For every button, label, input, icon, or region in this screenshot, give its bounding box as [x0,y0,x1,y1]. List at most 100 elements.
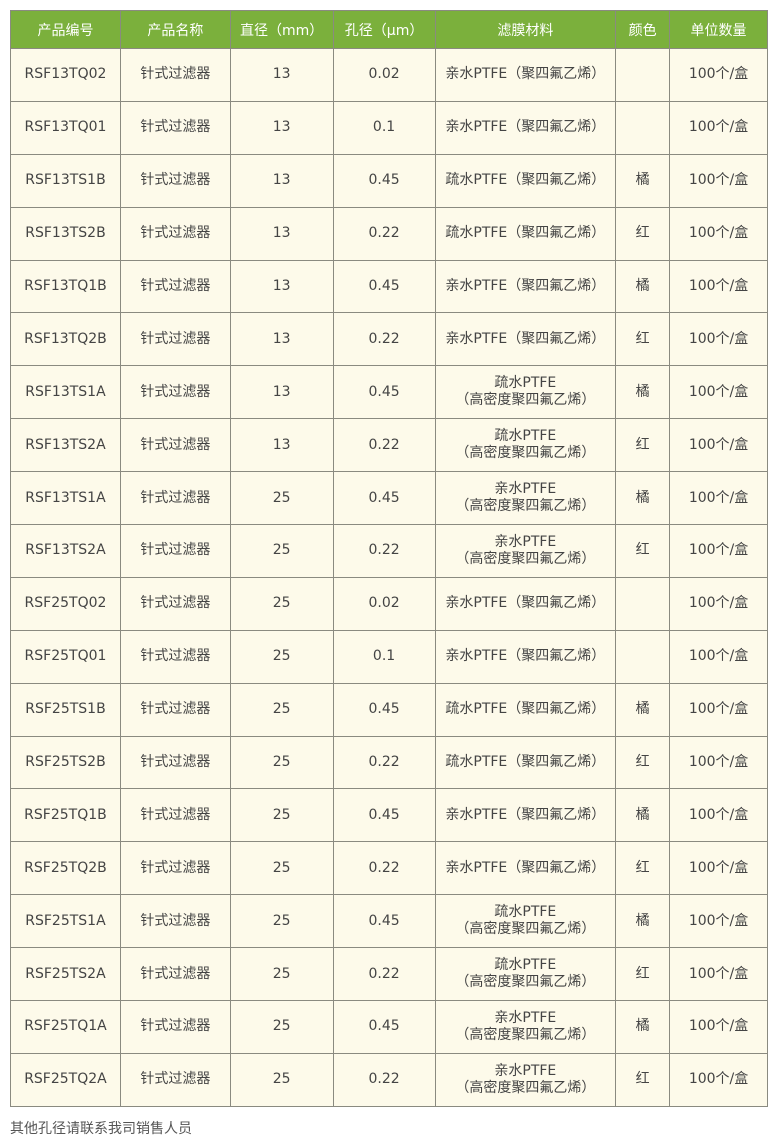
cell-pore-size: 0.02 [332,576,436,631]
cell-unit-quantity: 100个/盒 [669,576,768,631]
table-row: RSF25TQ1B 针式过滤器 25 0.45 亲水PTFE（聚四氟乙烯）橘 100个/盒 [10,788,768,843]
cell-unit-quantity: 100个/盒 [669,471,768,526]
cell-product-code: RSF25TS2B [10,735,121,790]
cell-pore-size: 0.45 [332,1000,436,1054]
cell-color: 红 [615,312,671,367]
table-row: RSF13TQ02 针式过滤器 13 0.02 亲水PTFE（聚四氟乙烯） 100个/盒 [10,48,768,102]
cell-color: 橘 [615,788,671,843]
cell-product-name: 针式过滤器 [119,365,231,420]
cell-membrane-material: 亲水PTFE（聚四氟乙烯） [434,576,617,631]
cell-membrane-material: 疏水PTFE（聚四氟乙烯） [434,682,617,737]
cell-product-code: RSF25TQ2A [10,1052,121,1107]
cell-unit-quantity: 100个/盒 [669,312,768,367]
cell-color: 橘 [615,894,671,949]
cell-color: 红 [615,418,671,473]
cell-diameter: 25 [229,735,334,790]
table-row: RSF13TS2B 针式过滤器 13 0.22 疏水PTFE（聚四氟乙烯）红 100个/盒 [10,206,768,261]
cell-product-name: 针式过滤器 [119,471,231,526]
cell-color: 红 [615,735,671,790]
cell-unit-quantity: 100个/盒 [669,1052,768,1107]
cell-diameter: 13 [229,153,334,208]
cell-product-code: RSF25TQ1B [10,788,121,843]
header-diameter: 直径（mm） [229,10,334,49]
cell-product-code: RSF25TS1A [10,894,121,949]
cell-membrane-material: 疏水PTFE（聚四氟乙烯） [434,153,617,208]
cell-color: 橘 [615,259,671,314]
cell-unit-quantity: 100个/盒 [669,100,768,155]
cell-product-name: 针式过滤器 [119,206,231,261]
cell-product-name: 针式过滤器 [119,48,231,102]
cell-membrane-material: 疏水PTFE （高密度聚四氟乙烯） [434,365,617,420]
cell-membrane-material: 亲水PTFE（聚四氟乙烯） [434,629,617,684]
cell-unit-quantity: 100个/盒 [669,788,768,843]
cell-product-code: RSF25TQ02 [10,576,121,631]
cell-product-name: 针式过滤器 [119,153,231,208]
cell-product-code: RSF13TQ01 [10,100,121,155]
cell-product-name: 针式过滤器 [119,629,231,684]
cell-product-code: RSF25TQ1A [10,1000,121,1054]
cell-product-name: 针式过滤器 [119,576,231,631]
cell-pore-size: 0.22 [332,418,436,473]
cell-unit-quantity: 100个/盒 [669,629,768,684]
cell-membrane-material: 亲水PTFE （高密度聚四氟乙烯） [434,524,617,578]
header-product-code: 产品编号 [10,10,121,49]
cell-unit-quantity: 100个/盒 [669,947,768,1002]
cell-color: 红 [615,524,671,578]
cell-pore-size: 0.45 [332,788,436,843]
table-row: RSF25TS2A 针式过滤器 25 0.22 疏水PTFE （高密度聚四氟乙烯）红 10… [10,947,768,1002]
table-header-row: 产品编号 产品名称 直径（mm） 孔径（μm） 滤膜材料 颜色 单位数量 [10,10,768,49]
header-color: 颜色 [615,10,671,49]
cell-product-code: RSF25TS2A [10,947,121,1002]
cell-membrane-material: 亲水PTFE （高密度聚四氟乙烯） [434,1000,617,1054]
cell-product-code: RSF25TQ2B [10,841,121,896]
cell-product-code: RSF13TQ02 [10,48,121,102]
cell-pore-size: 0.1 [332,100,436,155]
cell-product-code: RSF13TQ1B [10,259,121,314]
cell-diameter: 25 [229,788,334,843]
cell-color [615,100,671,155]
cell-product-name: 针式过滤器 [119,1052,231,1107]
cell-pore-size: 0.45 [332,682,436,737]
cell-diameter: 13 [229,259,334,314]
table-row: RSF25TQ2B 针式过滤器 25 0.22 亲水PTFE（聚四氟乙烯）红 100个/盒 [10,841,768,896]
cell-unit-quantity: 100个/盒 [669,1000,768,1054]
cell-membrane-material: 亲水PTFE（聚四氟乙烯） [434,841,617,896]
header-unit-quantity: 单位数量 [669,10,768,49]
cell-diameter: 25 [229,1052,334,1107]
cell-color [615,629,671,684]
cell-membrane-material: 亲水PTFE （高密度聚四氟乙烯） [434,1052,617,1107]
cell-color: 橘 [615,471,671,526]
cell-membrane-material: 亲水PTFE（聚四氟乙烯） [434,259,617,314]
header-pore-size: 孔径（μm） [332,10,436,49]
cell-color: 红 [615,841,671,896]
cell-unit-quantity: 100个/盒 [669,524,768,578]
cell-diameter: 25 [229,471,334,526]
cell-membrane-material: 疏水PTFE（聚四氟乙烯） [434,206,617,261]
cell-membrane-material: 疏水PTFE（聚四氟乙烯） [434,735,617,790]
cell-pore-size: 0.45 [332,259,436,314]
cell-color: 红 [615,1052,671,1107]
cell-pore-size: 0.1 [332,629,436,684]
cell-unit-quantity: 100个/盒 [669,48,768,102]
cell-unit-quantity: 100个/盒 [669,418,768,473]
cell-pore-size: 0.45 [332,153,436,208]
cell-diameter: 25 [229,947,334,1002]
cell-product-code: RSF13TS2A [10,524,121,578]
cell-diameter: 25 [229,576,334,631]
table-row: RSF13TQ2B 针式过滤器 13 0.22 亲水PTFE（聚四氟乙烯）红 100个/盒 [10,312,768,367]
cell-diameter: 25 [229,629,334,684]
cell-product-code: RSF13TS2B [10,206,121,261]
cell-product-name: 针式过滤器 [119,100,231,155]
cell-diameter: 13 [229,365,334,420]
cell-unit-quantity: 100个/盒 [669,206,768,261]
cell-product-code: RSF13TQ2B [10,312,121,367]
cell-product-code: RSF13TS1B [10,153,121,208]
cell-color: 橘 [615,682,671,737]
cell-diameter: 25 [229,894,334,949]
cell-color [615,48,671,102]
table-row: RSF13TS1B 针式过滤器 13 0.45 疏水PTFE（聚四氟乙烯）橘 100个/盒 [10,153,768,208]
cell-pore-size: 0.45 [332,365,436,420]
cell-membrane-material: 亲水PTFE（聚四氟乙烯） [434,100,617,155]
cell-diameter: 25 [229,841,334,896]
cell-diameter: 13 [229,312,334,367]
